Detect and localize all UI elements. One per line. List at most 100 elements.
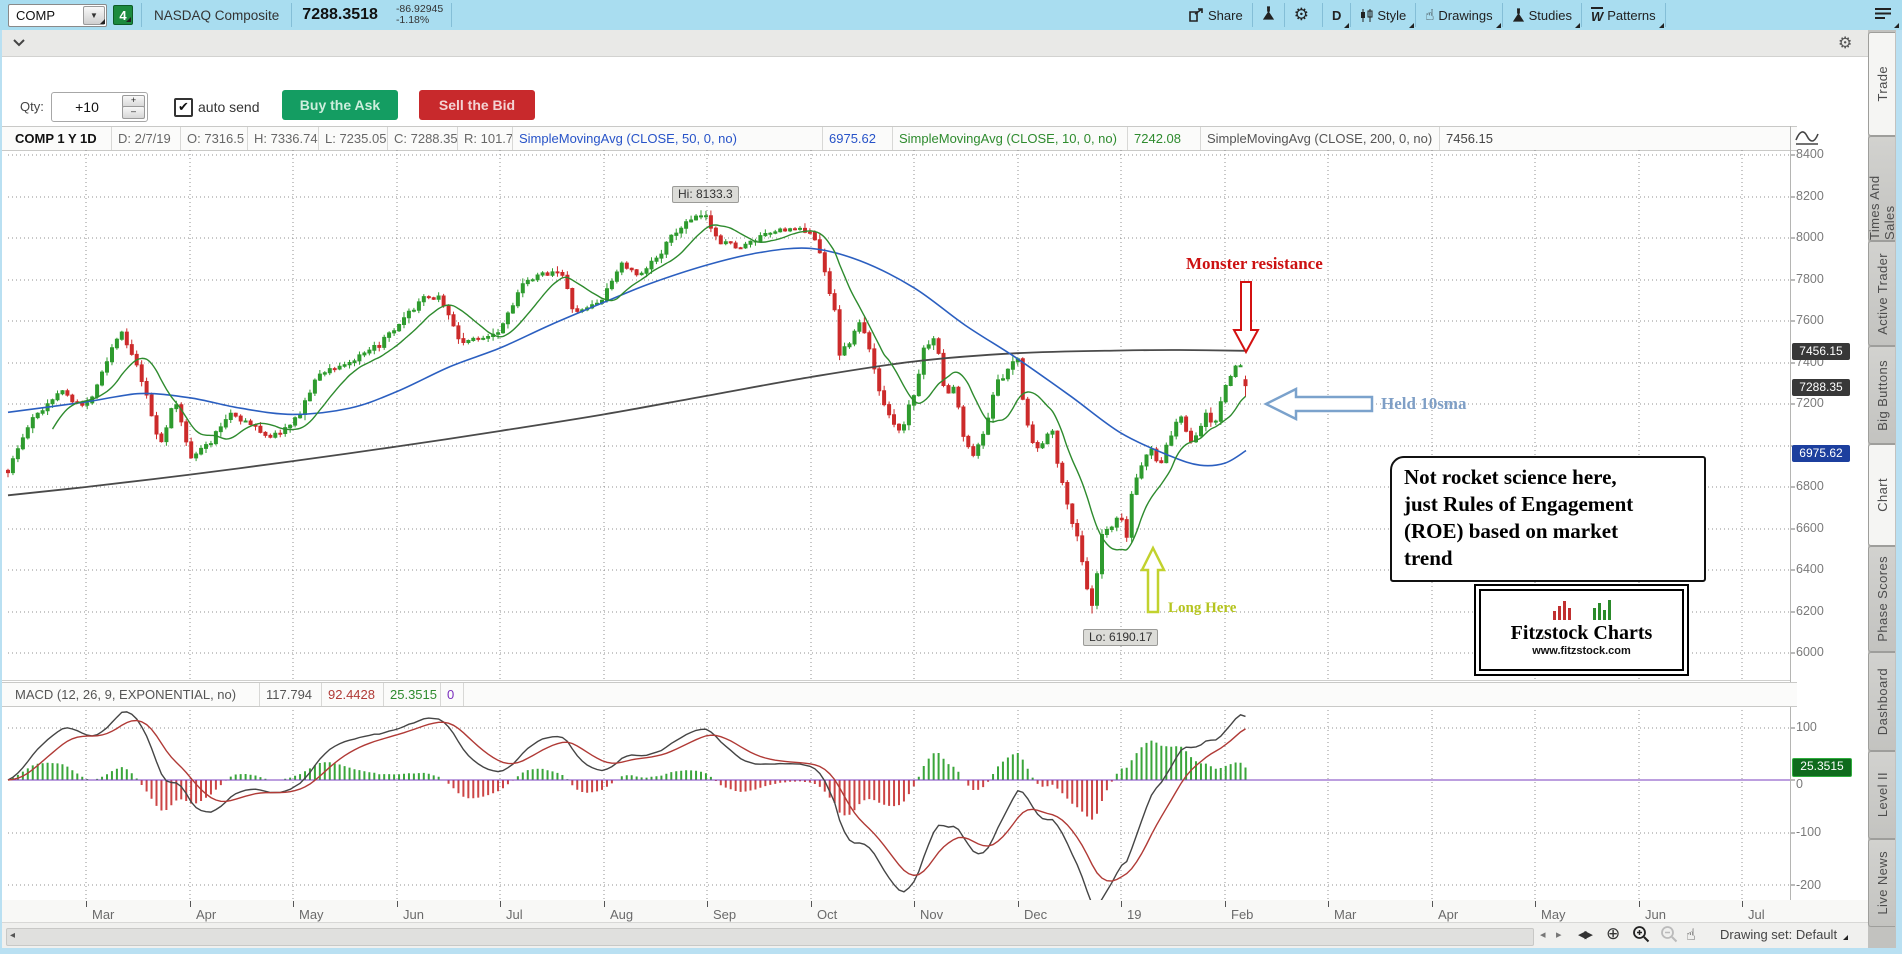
buy-ask-button[interactable]: Buy the Ask	[282, 90, 398, 120]
sidebar-tab-times-and-sales[interactable]: Times And Sales	[1867, 136, 1897, 241]
sidebar-tab-level-ii[interactable]: Level II	[1868, 751, 1895, 839]
share-label: Share	[1208, 7, 1243, 23]
sma50-axis-badge: 6975.62	[1792, 445, 1850, 462]
chart-status-header: COMP 1 Y 1D D: 2/7/19 O: 7316.5 H: 7336.…	[2, 126, 1797, 151]
sidebar-tab-trade[interactable]: Trade	[1868, 32, 1895, 136]
qty-decrement-button[interactable]: –	[122, 106, 145, 119]
sidebar-tab-chart[interactable]: Chart	[1868, 444, 1895, 546]
price-tick-label: 8000	[1796, 230, 1824, 244]
drawing-set-selector[interactable]: Drawing set: Default	[1720, 927, 1849, 942]
sidebar-tab-dashboard[interactable]: Dashboard	[1868, 652, 1895, 751]
sidebar-tab-big-buttons[interactable]: Big Buttons	[1868, 346, 1895, 444]
time-scrollbar[interactable]: ◂	[6, 928, 1534, 946]
note-textbox-drawing[interactable]: Not rocket science here, just Rules of E…	[1390, 456, 1706, 582]
page-left-icon[interactable]: ◂	[1540, 929, 1546, 941]
price-tick-label: 8200	[1796, 189, 1824, 203]
date-cell: D: 2/7/19	[112, 127, 181, 150]
divider	[1501, 3, 1503, 27]
window-frame-left	[0, 30, 2, 954]
change-value: -86.92945	[395, 3, 444, 15]
settings-button[interactable]: ⚙	[1285, 0, 1322, 30]
qty-input[interactable]	[54, 95, 120, 119]
month-label: Feb	[1231, 907, 1254, 922]
resistance-text-drawing[interactable]: Monster resistance	[1186, 254, 1323, 273]
chart-bottom-bar: ◂ ◂ ▸ ◀▶ ⊕ ☝ Drawing set: Default	[2, 922, 1896, 949]
chart-menu-button[interactable]	[1866, 0, 1900, 30]
macd-study-label[interactable]: MACD (12, 26, 9, EXPONENTIAL, no)	[9, 683, 260, 706]
sidebar-tab-live-news[interactable]: Live News	[1868, 839, 1895, 927]
studies-button[interactable]: Studies	[1503, 0, 1581, 30]
drawings-label: Drawings	[1438, 7, 1493, 23]
divider	[141, 3, 142, 27]
patterns-button[interactable]: W Patterns	[1582, 0, 1665, 30]
long-here-text-drawing[interactable]: Long Here	[1168, 600, 1237, 616]
divider	[291, 3, 293, 27]
price-tick-label: 8400	[1796, 147, 1824, 161]
month-label: Apr	[196, 907, 217, 922]
sidebar-tab-phase-scores[interactable]: Phase Scores	[1868, 546, 1895, 652]
crosshair-icon[interactable]: ⊕	[1606, 924, 1621, 943]
macd-plot-area[interactable]	[8, 706, 1790, 900]
sma200-study-label[interactable]: SimpleMovingAvg (CLOSE, 200, 0, no)	[1201, 127, 1440, 150]
last-price: 7288.3518	[302, 6, 378, 23]
macd-tick-label: -100	[1796, 825, 1822, 839]
open-cell: O: 7316.5	[181, 127, 248, 150]
month-label: Mar	[92, 907, 115, 922]
month-label: Aug	[610, 907, 634, 922]
divider	[1350, 3, 1352, 27]
zoom-out-icon[interactable]	[1660, 925, 1678, 947]
scroll-left-icon[interactable]: ◂	[10, 930, 16, 941]
share-button[interactable]: Share	[1180, 0, 1252, 30]
month-label: Sep	[713, 907, 737, 922]
link-group-badge[interactable]: 4	[113, 5, 133, 25]
divider	[451, 3, 453, 27]
panel-divider	[2, 680, 1790, 681]
macd-tick-label: 100	[1796, 720, 1817, 734]
month-label: May	[1541, 907, 1566, 922]
time-axis-ticks	[0, 900, 1894, 908]
change-percent: -1.18%	[395, 14, 430, 26]
month-label: Mar	[1334, 907, 1357, 922]
drawings-button[interactable]: ☝ Drawings	[1416, 0, 1501, 30]
timeframe-button[interactable]: D	[1323, 0, 1350, 30]
window-frame-right	[1896, 30, 1902, 954]
close-cell: C: 7288.35	[388, 127, 458, 150]
macd-value-cell: 117.794	[260, 683, 322, 706]
sma10-study-label[interactable]: SimpleMovingAvg (CLOSE, 10, 0, no)	[893, 127, 1128, 150]
sma50-value: 6975.62	[823, 127, 893, 150]
symbol-combo[interactable]: COMP ▼	[8, 3, 107, 27]
style-button[interactable]: Style	[1351, 0, 1415, 30]
high-marker-badge: Hi: 8133.3	[672, 186, 739, 203]
zoom-in-icon[interactable]	[1632, 925, 1650, 947]
flask-icon	[1262, 6, 1275, 24]
chevron-down-icon[interactable]: ▼	[83, 5, 105, 25]
macd-status-header: MACD (12, 26, 9, EXPONENTIAL, no) 117.79…	[2, 682, 1797, 707]
macd-diff-axis-badge: 25.3515	[1792, 758, 1852, 777]
price-tick-label: 7600	[1796, 313, 1824, 327]
sma50-study-label[interactable]: SimpleMovingAvg (CLOSE, 50, 0, no)	[513, 127, 823, 150]
divider	[1580, 3, 1582, 27]
auto-scale-icon[interactable]	[1794, 128, 1820, 151]
last-price-axis-badge: 7288.35	[1792, 379, 1850, 396]
collapse-chevron-icon[interactable]	[12, 36, 26, 51]
held-10sma-text-drawing[interactable]: Held 10sma	[1381, 394, 1467, 413]
collapse-strip: ⚙	[2, 30, 1896, 57]
pan-hand-icon[interactable]: ☝	[1686, 927, 1696, 944]
sidebar-tab-active-trader[interactable]: Active Trader	[1868, 241, 1895, 346]
divider	[1664, 3, 1666, 27]
price-tick-label: 6000	[1796, 645, 1824, 659]
auto-send-checkbox[interactable]: ✔	[174, 98, 193, 117]
page-right-icon[interactable]: ▸	[1556, 929, 1562, 941]
low-cell: L: 7235.05	[319, 127, 388, 150]
gear-icon[interactable]: ⚙	[1838, 35, 1853, 52]
green-bars-icon	[1592, 600, 1611, 620]
price-tick-label: 7800	[1796, 272, 1824, 286]
symbol-description: NASDAQ Composite	[154, 7, 280, 23]
hand-icon: ☝	[1425, 7, 1435, 24]
divider	[1321, 3, 1323, 27]
flask-icon	[1512, 7, 1525, 23]
onDemand-button[interactable]	[1253, 0, 1284, 30]
fit-width-icon[interactable]: ◀▶	[1578, 929, 1593, 941]
quantity-stepper[interactable]: + –	[51, 92, 148, 122]
sell-bid-button[interactable]: Sell the Bid	[419, 90, 535, 120]
